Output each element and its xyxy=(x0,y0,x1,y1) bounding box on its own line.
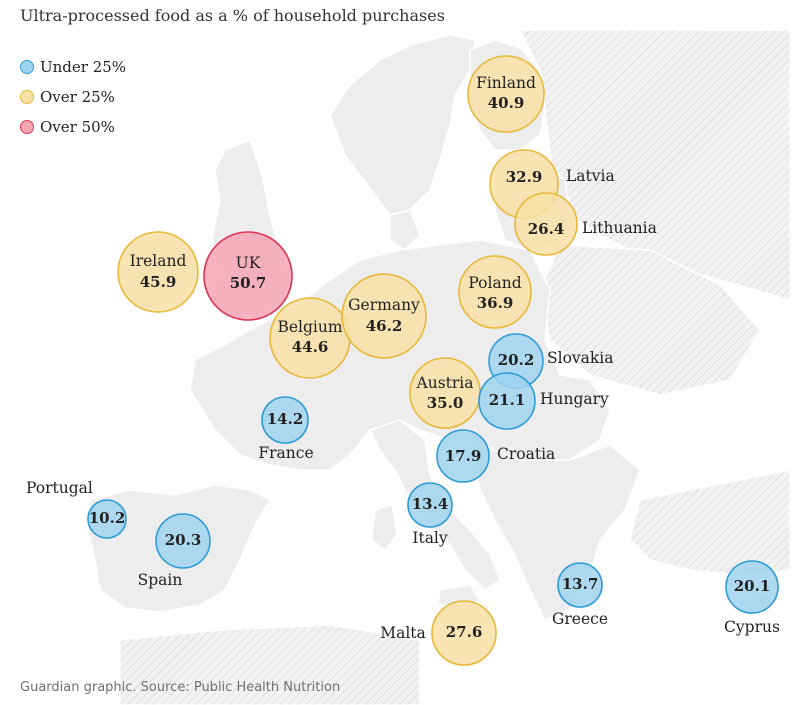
bubble-poland: Poland 36.9 xyxy=(458,255,532,329)
label-spain: Spain xyxy=(138,571,183,589)
value-spain: 20.3 xyxy=(165,531,202,549)
value-france: 14.2 xyxy=(267,410,304,428)
label-finland: Finland xyxy=(476,74,536,92)
circle-portugal xyxy=(87,499,127,539)
circle-hungary xyxy=(478,372,536,430)
bubble-cyprus: 20.1 Cyprus xyxy=(724,560,780,636)
country-bubbles: Finland 40.9 32.9 Latvia 26.4 Lithuania … xyxy=(26,55,780,666)
value-croatia: 17.9 xyxy=(445,447,482,465)
value-ireland: 45.9 xyxy=(140,273,177,291)
label-ireland: Ireland xyxy=(130,252,187,270)
label-uk: UK xyxy=(236,254,261,272)
label-hungary: Hungary xyxy=(540,390,609,408)
label-belgium: Belgium xyxy=(277,318,342,336)
chart-title: Ultra-processed food as a % of household… xyxy=(20,6,445,25)
circle-greece xyxy=(557,562,603,608)
legend-swatch-over-25 xyxy=(20,90,34,104)
value-uk: 50.7 xyxy=(230,274,267,292)
label-cyprus: Cyprus xyxy=(724,618,780,636)
circle-austria xyxy=(409,357,481,429)
land-turkey xyxy=(629,469,791,576)
bubble-france: 14.2 France xyxy=(258,396,314,462)
label-italy: Italy xyxy=(412,529,448,547)
value-austria: 35.0 xyxy=(427,394,464,412)
value-latvia: 32.9 xyxy=(506,168,543,186)
value-finland: 40.9 xyxy=(488,94,525,112)
bubble-finland: Finland 40.9 xyxy=(467,55,545,133)
bubble-malta: 27.6 Malta xyxy=(380,600,497,666)
label-portugal: Portugal xyxy=(26,479,93,497)
legend-label-under-25: Under 25% xyxy=(40,58,127,76)
circle-italy xyxy=(407,482,453,528)
bubble-greece: 13.7 Greece xyxy=(552,562,608,628)
legend-swatch-over-50 xyxy=(20,120,34,134)
legend-item-over-25: Over 25% xyxy=(20,82,126,112)
bubble-austria: Austria 35.0 xyxy=(409,357,481,429)
bubble-spain: 20.3 Spain xyxy=(138,513,211,589)
legend-item-under-25: Under 25% xyxy=(20,52,126,82)
value-germany: 46.2 xyxy=(366,317,403,335)
label-latvia: Latvia xyxy=(566,167,615,185)
legend-swatch-under-25 xyxy=(20,60,34,74)
label-austria: Austria xyxy=(416,374,474,392)
legend: Under 25% Over 25% Over 50% xyxy=(20,52,126,142)
label-greece: Greece xyxy=(552,610,608,628)
source-note: Guardian graphic. Source: Public Health … xyxy=(20,680,341,695)
circle-uk xyxy=(203,231,293,321)
circle-cyprus xyxy=(725,560,779,614)
bubble-lithuania: 26.4 Lithuania xyxy=(514,192,657,256)
label-slovakia: Slovakia xyxy=(547,349,614,367)
value-cyprus: 20.1 xyxy=(734,577,771,595)
bubble-uk: UK 50.7 xyxy=(203,231,293,321)
bubble-hungary: 21.1 Hungary xyxy=(478,372,609,430)
land-north-africa xyxy=(119,624,421,705)
value-greece: 13.7 xyxy=(562,575,599,593)
land-scandinavia xyxy=(329,34,476,216)
value-italy: 13.4 xyxy=(412,495,449,513)
circle-lithuania xyxy=(514,192,578,256)
circle-germany xyxy=(341,273,427,359)
bubble-croatia: 17.9 Croatia xyxy=(436,429,555,483)
circle-finland xyxy=(467,55,545,133)
label-poland: Poland xyxy=(468,274,521,292)
land-sardinia xyxy=(371,504,398,552)
value-hungary: 21.1 xyxy=(489,391,526,409)
circle-malta xyxy=(431,600,497,666)
value-slovakia: 20.2 xyxy=(498,351,535,369)
bubble-italy: 13.4 Italy xyxy=(407,482,453,547)
bubble-ireland: Ireland 45.9 xyxy=(117,231,199,313)
land-balkans xyxy=(468,438,641,621)
circle-poland xyxy=(458,255,532,329)
bubble-portugal: 10.2 Portugal xyxy=(26,479,127,539)
label-france: France xyxy=(258,444,313,462)
label-germany: Germany xyxy=(348,296,420,314)
circle-croatia xyxy=(436,429,490,483)
legend-label-over-50: Over 50% xyxy=(40,118,115,136)
value-portugal: 10.2 xyxy=(89,509,126,527)
circle-spain xyxy=(155,513,211,569)
label-lithuania: Lithuania xyxy=(582,219,657,237)
value-malta: 27.6 xyxy=(446,623,483,641)
bubble-germany: Germany 46.2 xyxy=(341,273,427,359)
bubble-belgium: Belgium 44.6 xyxy=(269,297,351,379)
legend-label-over-25: Over 25% xyxy=(40,88,115,106)
legend-item-over-50: Over 50% xyxy=(20,112,126,142)
label-malta: Malta xyxy=(380,624,426,642)
circle-france xyxy=(261,396,309,444)
label-croatia: Croatia xyxy=(497,445,555,463)
circle-ireland xyxy=(117,231,199,313)
value-poland: 36.9 xyxy=(477,294,514,312)
land-denmark xyxy=(389,209,421,251)
value-lithuania: 26.4 xyxy=(528,220,565,238)
land-russia-north xyxy=(518,29,791,301)
value-belgium: 44.6 xyxy=(292,338,329,356)
